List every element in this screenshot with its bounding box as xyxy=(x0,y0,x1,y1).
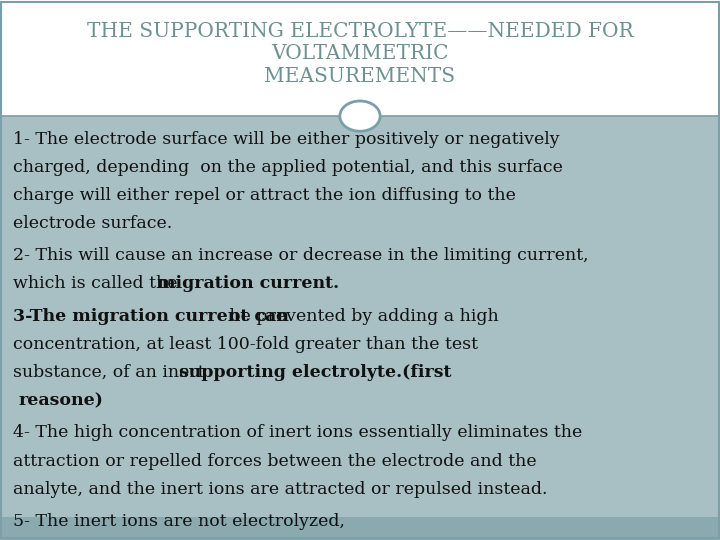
Text: which is called the: which is called the xyxy=(13,275,183,292)
Text: 5- The inert ions are not electrolyzed,: 5- The inert ions are not electrolyzed, xyxy=(13,513,345,530)
Text: analyte, and the inert ions are attracted or repulsed instead.: analyte, and the inert ions are attracte… xyxy=(13,481,547,497)
Text: reasone): reasone) xyxy=(19,392,104,409)
Text: THE SUPPORTING ELECTROLYTE——NEEDED FOR: THE SUPPORTING ELECTROLYTE——NEEDED FOR xyxy=(86,22,634,40)
Text: migration current.: migration current. xyxy=(157,275,339,292)
Text: supporting electrolyte.(first: supporting electrolyte.(first xyxy=(179,364,451,381)
Text: 2- This will cause an increase or decrease in the limiting current,: 2- This will cause an increase or decrea… xyxy=(13,247,588,264)
Text: be prevented by adding a high: be prevented by adding a high xyxy=(224,308,499,325)
Text: 4- The high concentration of inert ions essentially eliminates the: 4- The high concentration of inert ions … xyxy=(13,424,582,441)
Text: charged, depending  on the applied potential, and this surface: charged, depending on the applied potent… xyxy=(13,159,563,176)
Bar xyxy=(0,0,720,116)
Text: attraction or repelled forces between the electrode and the: attraction or repelled forces between th… xyxy=(13,453,536,469)
Text: concentration, at least 100-fold greater than the test: concentration, at least 100-fold greater… xyxy=(13,336,478,353)
Text: charge will either repel or attract the ion diffusing to the: charge will either repel or attract the … xyxy=(13,187,516,204)
Text: 1- The electrode surface will be either positively or negatively: 1- The electrode surface will be either … xyxy=(13,131,559,147)
Text: substance, of an inert: substance, of an inert xyxy=(13,364,210,381)
Text: VOLTAMMETRIC: VOLTAMMETRIC xyxy=(271,44,449,63)
Text: 3-The migration current can: 3-The migration current can xyxy=(13,308,289,325)
Bar xyxy=(0,517,720,540)
Bar xyxy=(0,116,720,517)
Circle shape xyxy=(340,101,380,131)
Text: MEASUREMENTS: MEASUREMENTS xyxy=(264,67,456,86)
Text: electrode surface.: electrode surface. xyxy=(13,215,172,232)
